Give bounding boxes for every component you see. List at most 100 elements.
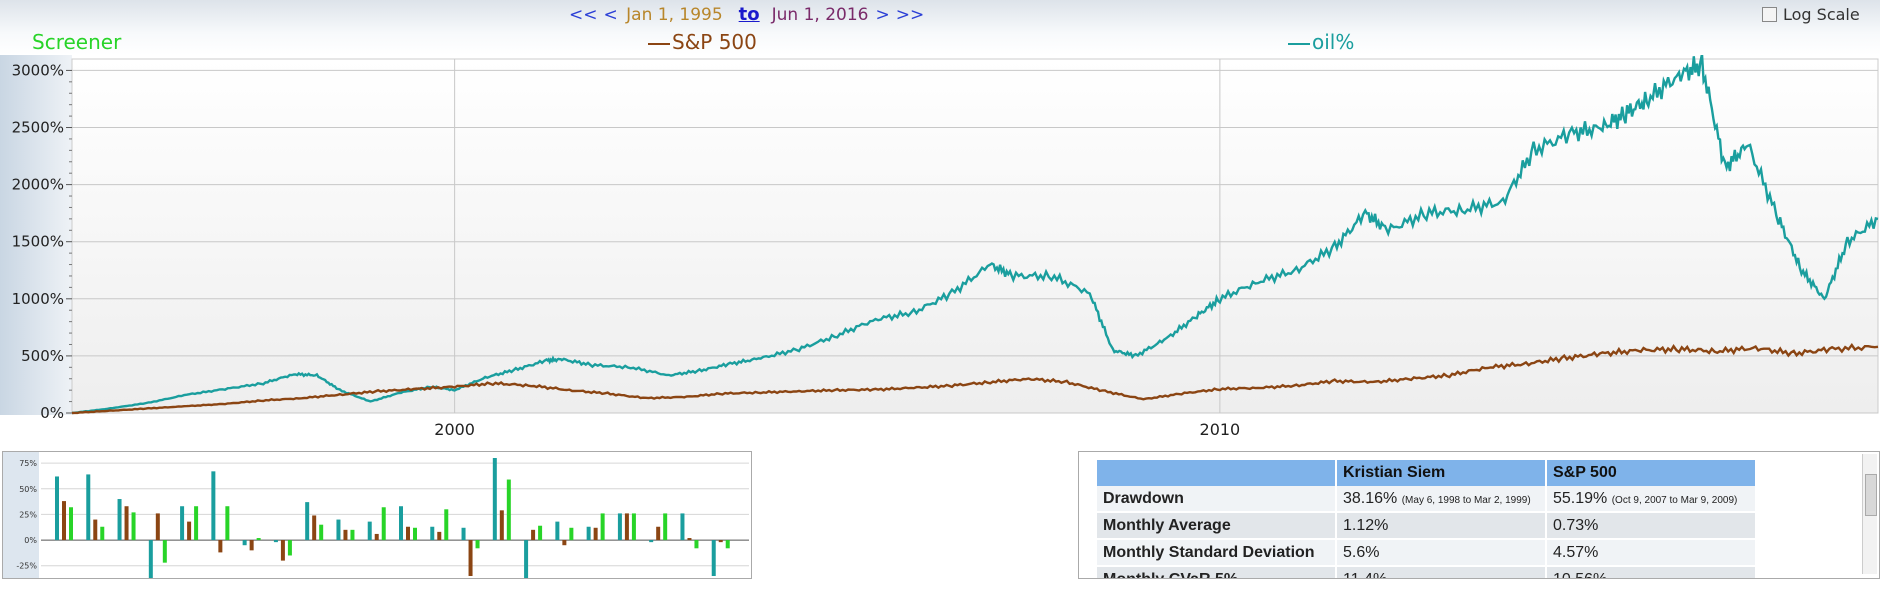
monthly-returns-bar-chart: 75% 50% 25% 0% -25% (3, 452, 749, 587)
mini-bar (718, 540, 723, 543)
mini-bar (242, 540, 247, 546)
sp500-series-line (71, 342, 1879, 415)
log-scale-checkbox[interactable] (1762, 7, 1777, 22)
mini-bar (350, 529, 355, 541)
top-bar (0, 0, 1880, 55)
mini-bar (155, 513, 160, 541)
mini-y-tick-label: 25% (19, 510, 37, 519)
mini-bar (475, 540, 480, 549)
mini-bar (117, 499, 122, 541)
main-line-chart: 0% 500% 1000% 1500% 2000% 2500% 3000% 2000 2010 (0, 55, 1879, 439)
legend-sp500-label: S&P 500 (672, 30, 757, 54)
mini-bar (273, 540, 278, 543)
mini-bar (256, 538, 261, 541)
plot-area (71, 58, 1879, 414)
mini-bar (124, 506, 129, 541)
mini-bar (663, 513, 668, 541)
mini-bar (280, 540, 285, 561)
mini-bar (413, 527, 417, 541)
mini-bar (538, 525, 543, 541)
mini-bar (694, 540, 699, 549)
legend-sp500[interactable]: S&P 500 (648, 30, 757, 54)
stats-value-sp500: 55.19% (Oct 9, 2007 to Mar 9, 2009) (1546, 486, 1757, 513)
mini-bar (680, 513, 685, 541)
mini-bar (374, 533, 379, 541)
prev-page-button[interactable]: < (603, 5, 618, 25)
to-link[interactable]: to (738, 4, 760, 25)
stats-header-sp500: S&P 500 (1546, 460, 1757, 486)
legend-oil[interactable]: oil% (1288, 30, 1354, 54)
stats-table: Kristian Siem S&P 500 Drawdown 38.16% (M… (1097, 460, 1757, 578)
drawdown-fund-value: 38.16% (1343, 489, 1398, 507)
mini-bar (468, 540, 473, 576)
mini-bar (62, 501, 66, 541)
stats-value-sp500: 4.57% (1546, 539, 1757, 567)
mini-bar (93, 519, 98, 541)
mini-bar (624, 513, 629, 541)
stats-row-label: Drawdown (1097, 486, 1337, 513)
stats-value-fund: 1.12% (1336, 512, 1547, 540)
legend-sp500-swatch (648, 42, 670, 45)
legend-oil-swatch (1288, 42, 1310, 45)
stats-header-fund: Kristian Siem (1336, 460, 1547, 486)
mini-bar (586, 526, 591, 541)
stats-header-row: Kristian Siem S&P 500 (1097, 460, 1757, 486)
next-page-button[interactable]: > (875, 5, 890, 25)
drawdown-fund-period: (May 6, 1998 to Mar 2, 1999) (1401, 494, 1531, 506)
mini-bar (725, 540, 730, 549)
mini-bar (367, 521, 372, 541)
stats-row-label: Monthly CVaR 5% (1097, 566, 1337, 578)
screener-link[interactable]: Screener (32, 30, 122, 54)
legend-oil-label: oil% (1312, 30, 1355, 54)
stats-panel: Kristian Siem S&P 500 Drawdown 38.16% (M… (1078, 451, 1880, 579)
mini-bar (617, 513, 622, 541)
mini-bar (162, 540, 167, 563)
end-date[interactable]: Jun 1, 2016 (771, 5, 869, 25)
y-tick-label: 2000% (12, 176, 64, 194)
mini-bar (69, 507, 73, 541)
mini-bar (180, 506, 185, 541)
mini-bar (399, 506, 403, 541)
x-tick-label: 2000 (434, 420, 475, 439)
mini-bar (711, 540, 716, 576)
stats-scrollbar[interactable] (1862, 454, 1877, 574)
mini-bar (100, 526, 105, 541)
mini-bar (555, 521, 560, 541)
mini-bar (562, 540, 567, 546)
mini-bar (600, 513, 605, 541)
mini-bar (687, 538, 692, 541)
mini-bar (211, 471, 216, 541)
drawdown-sp500-value: 55.19% (1553, 489, 1608, 507)
first-page-button[interactable]: << (569, 5, 598, 25)
mini-bar (569, 527, 574, 541)
stats-scrollbar-thumb[interactable] (1865, 474, 1877, 516)
stats-row-label: Monthly Average (1097, 512, 1337, 540)
mini-bar (492, 458, 497, 541)
last-page-button[interactable]: >> (895, 5, 925, 25)
y-axis-background (0, 55, 72, 415)
mini-bar (287, 540, 292, 556)
mini-bar (499, 510, 504, 541)
mini-bar (312, 515, 317, 541)
date-range-nav: << < Jan 1, 1995 to Jun 1, 2016 > >> (566, 4, 927, 25)
stats-value-fund: 11.4% (1336, 566, 1547, 578)
log-scale-toggle[interactable]: Log Scale (1762, 5, 1860, 24)
log-scale-label: Log Scale (1783, 5, 1860, 24)
mini-y-tick-label: 75% (19, 459, 37, 468)
y-tick-label: 1000% (12, 290, 64, 308)
monthly-returns-panel: 75% 50% 25% 0% -25% (2, 451, 752, 587)
mini-y-tick-label: -25% (16, 562, 37, 571)
mini-bar (524, 540, 529, 582)
mini-y-tick-label: 50% (19, 485, 37, 494)
mini-bar (187, 521, 192, 541)
mini-bar (656, 526, 661, 541)
start-date[interactable]: Jan 1, 1995 (626, 5, 723, 25)
y-tick-label: 3000% (12, 61, 64, 79)
stats-value-fund: 5.6% (1336, 539, 1547, 567)
stats-value-sp500: 0.73% (1546, 512, 1757, 540)
y-tick-label: 500% (21, 347, 64, 365)
mini-bar (631, 513, 636, 541)
mini-bar (305, 502, 310, 541)
mini-bar (406, 526, 410, 541)
stats-row: Drawdown 38.16% (May 6, 1998 to Mar 2, 1… (1097, 486, 1757, 513)
